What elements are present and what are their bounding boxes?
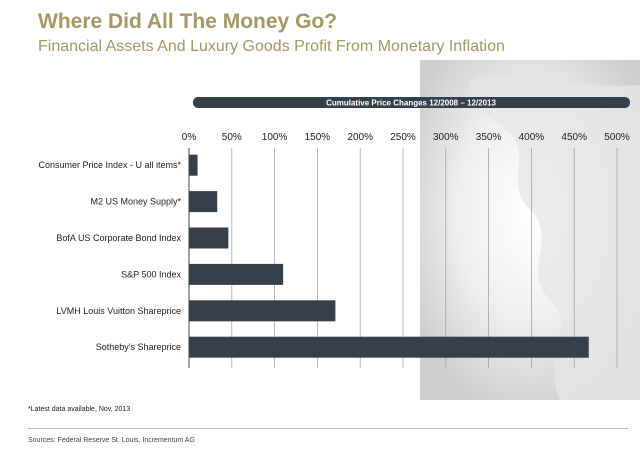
bar bbox=[189, 154, 198, 176]
x-tick-label: 0% bbox=[182, 132, 197, 143]
category-label: M2 US Money Supply* bbox=[90, 197, 181, 207]
x-tick-label: 100% bbox=[262, 132, 288, 143]
page-subtitle: Financial Assets And Luxury Goods Profit… bbox=[38, 38, 505, 55]
chart-title-banner bbox=[193, 97, 630, 108]
bars bbox=[189, 154, 589, 358]
category-label: BofA US Corporate Bond Index bbox=[56, 233, 181, 243]
category-label: Consumer Price Index - U all items* bbox=[38, 160, 181, 170]
x-tick-label: 150% bbox=[305, 132, 331, 143]
bar bbox=[189, 227, 229, 249]
x-tick-label: 350% bbox=[476, 132, 502, 143]
bar bbox=[189, 191, 218, 213]
bar bbox=[189, 263, 284, 285]
x-tick-label: 450% bbox=[561, 132, 587, 143]
footer-divider bbox=[28, 428, 628, 429]
x-tick-label: 400% bbox=[519, 132, 545, 143]
sources-text: Sources: Federal Reserve St. Louis, Incr… bbox=[28, 437, 195, 444]
category-label: Sotheby's Shareprice bbox=[96, 342, 181, 352]
grid-lines bbox=[188, 148, 618, 368]
page-title: Where Did All The Money Go? bbox=[38, 10, 338, 33]
footnote: *Latest data available, Nov, 2013 bbox=[28, 406, 131, 413]
category-labels: Consumer Price Index - U all items* M2 US… bbox=[38, 160, 181, 352]
chart-title: Cumulative Price Changes 12/2008 – 12/20… bbox=[326, 99, 496, 108]
x-tick-label: 50% bbox=[222, 132, 242, 143]
category-label: LVMH Louis Vuitton Shareprice bbox=[56, 306, 181, 316]
x-tick-label: 250% bbox=[390, 132, 416, 143]
bar bbox=[189, 336, 589, 358]
map-decoration bbox=[470, 77, 640, 400]
bar bbox=[189, 300, 336, 322]
category-label: S&P 500 Index bbox=[121, 269, 181, 279]
x-tick-label: 200% bbox=[347, 132, 373, 143]
x-axis-ticks: 0% 50% 100% 150% 200% 250% 300% 350% 400% 450% 500… bbox=[182, 132, 630, 143]
bar-chart: Cumulative Price Changes 12/2008 – 12/20… bbox=[38, 60, 640, 400]
x-tick-label: 300% bbox=[433, 132, 459, 143]
x-tick-label: 500% bbox=[604, 132, 630, 143]
